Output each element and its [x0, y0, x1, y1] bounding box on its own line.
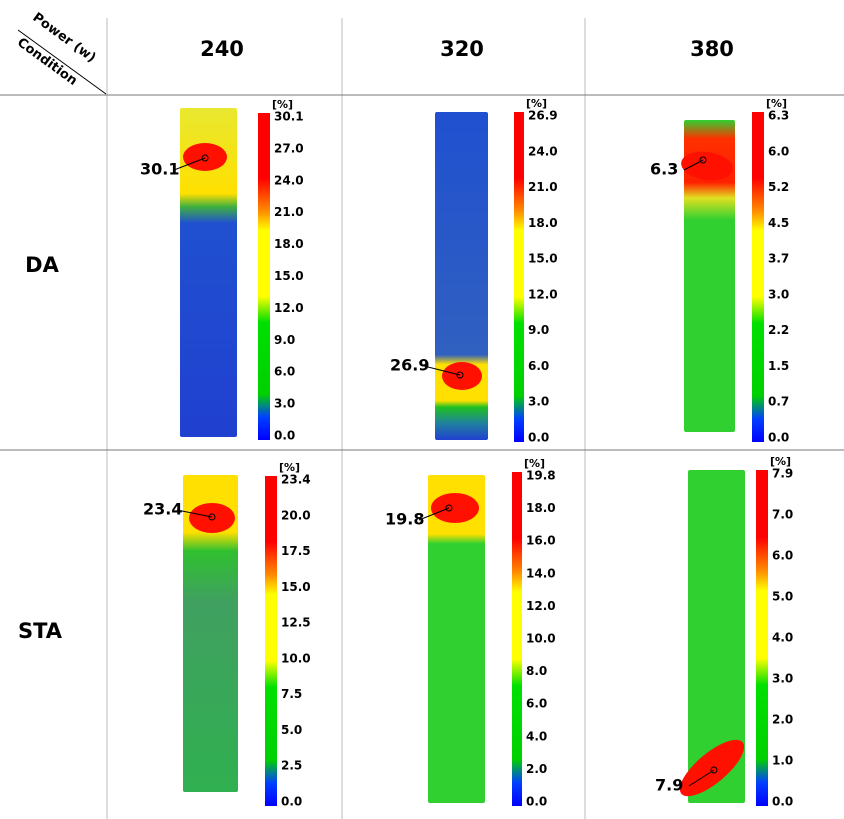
color-bar-tick-label: 2.5 [281, 759, 302, 773]
color-bar-tick-label: 6.0 [772, 549, 793, 563]
row-header: STA [18, 619, 63, 643]
color-bar-tick-label: 1.5 [768, 359, 789, 373]
color-bar-tick-label: 24.0 [528, 144, 558, 158]
peak-label: 6.3 [650, 160, 678, 179]
peak-label: 30.1 [140, 160, 179, 179]
color-bar-tick-label: 1.0 [772, 754, 793, 768]
color-bar-tick-label: 7.9 [772, 467, 793, 481]
color-bar-tick-label: 9.0 [274, 333, 295, 347]
color-bar-tick-label: 3.0 [528, 395, 549, 409]
column-header: 320 [440, 37, 484, 61]
color-bar-tick-label: 10.0 [281, 651, 311, 665]
color-bar-tick-label: 15.0 [528, 252, 558, 266]
color-bar-tick-label: 3.0 [772, 672, 793, 686]
color-bar [514, 112, 524, 442]
color-bar-tick-label: 12.0 [526, 599, 556, 613]
color-bar-tick-label: 15.0 [274, 269, 304, 283]
color-bar-tick-label: 10.0 [526, 632, 556, 646]
color-bar-tick-label: 24.0 [274, 173, 304, 187]
peak-label: 7.9 [655, 776, 683, 795]
color-bar-tick-label: 6.0 [526, 697, 547, 711]
color-bar-tick-label: 17.5 [281, 544, 311, 558]
color-bar-tick-label: 18.0 [528, 216, 558, 230]
color-bar-tick-label: 27.0 [274, 141, 304, 155]
color-bar-tick-label: 3.0 [768, 287, 789, 301]
color-bar-tick-label: 2.0 [526, 762, 547, 776]
color-bar [752, 112, 764, 442]
color-bar-tick-label: 18.0 [274, 237, 304, 251]
color-bar [258, 113, 270, 440]
color-bar-tick-label: 0.0 [526, 795, 547, 809]
color-bar-tick-label: 0.0 [772, 795, 793, 809]
strain-peak-zone [442, 362, 482, 390]
color-bar-tick-label: 6.0 [768, 144, 789, 158]
color-bar-tick-label: 6.0 [528, 359, 549, 373]
color-bar-tick-label: 19.8 [526, 469, 556, 483]
color-bar-tick-label: 5.0 [772, 590, 793, 604]
color-bar-tick-label: 15.0 [281, 580, 311, 594]
color-bar-tick-label: 4.5 [768, 216, 789, 230]
color-bar-tick-label: 5.0 [281, 723, 302, 737]
color-bar [756, 470, 768, 806]
color-bar-tick-label: 2.2 [768, 323, 789, 337]
strain-peak-zone [189, 503, 235, 533]
peak-label: 23.4 [143, 500, 182, 519]
color-bar-tick-label: 26.9 [528, 109, 558, 123]
color-bar-tick-label: 0.0 [274, 429, 295, 443]
color-bar-tick-label: 4.0 [772, 631, 793, 645]
color-bar-tick-label: 21.0 [528, 180, 558, 194]
strain-peak-zone [183, 143, 227, 171]
color-bar-tick-label: 23.4 [281, 473, 311, 487]
column-header: 380 [690, 37, 734, 61]
color-bar-tick-label: 5.2 [768, 180, 789, 194]
color-bar-tick-label: 3.7 [768, 252, 789, 266]
strain-peak-zone [431, 493, 479, 523]
color-bar [265, 476, 277, 806]
color-bar-tick-label: 6.0 [274, 365, 295, 379]
peak-label: 19.8 [385, 510, 424, 529]
color-bar-tick-label: 21.0 [274, 205, 304, 219]
column-header: 240 [200, 37, 244, 61]
color-bar-tick-label: 30.1 [274, 110, 304, 124]
color-bar-tick-label: 2.0 [772, 713, 793, 727]
color-bar-tick-label: 12.0 [274, 301, 304, 315]
color-bar-tick-label: 16.0 [526, 534, 556, 548]
color-bar-tick-label: 7.0 [772, 508, 793, 522]
color-bar-tick-label: 12.0 [528, 287, 558, 301]
figure: Power (w) Condition 240 320 380 DA STA [… [0, 0, 844, 819]
color-bar-tick-label: 3.0 [274, 397, 295, 411]
color-bar-tick-label: 12.5 [281, 616, 311, 630]
color-bar-tick-label: 8.0 [526, 664, 547, 678]
peak-label: 26.9 [390, 356, 429, 375]
color-bar-tick-label: 4.0 [526, 729, 547, 743]
color-bar-tick-label: 0.0 [768, 431, 789, 445]
color-bar-tick-label: 7.5 [281, 687, 302, 701]
color-bar-tick-label: 0.0 [281, 795, 302, 809]
color-bar-tick-label: 6.3 [768, 109, 789, 123]
specimen [435, 112, 488, 440]
row-header: DA [25, 253, 59, 277]
specimen [428, 475, 485, 803]
color-bar-tick-label: 0.7 [768, 395, 789, 409]
color-bar [512, 472, 522, 806]
color-bar-tick-label: 18.0 [526, 501, 556, 515]
color-bar-tick-label: 14.0 [526, 566, 556, 580]
color-bar-tick-label: 0.0 [528, 431, 549, 445]
color-bar-tick-label: 9.0 [528, 323, 549, 337]
color-bar-tick-label: 20.0 [281, 508, 311, 522]
